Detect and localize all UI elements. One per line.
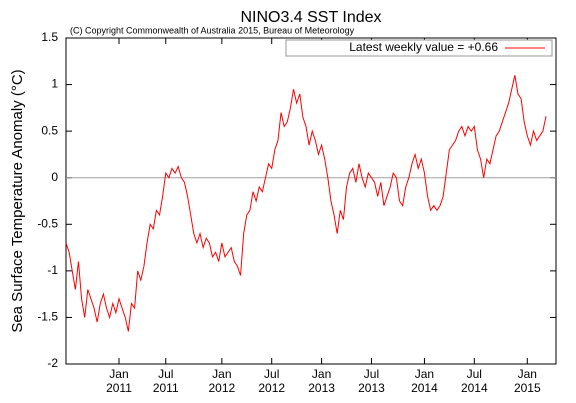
x-tick-label: Jul 2014 bbox=[460, 367, 488, 395]
copyright: (C) Copyright Commonwealth of Australia … bbox=[70, 25, 355, 35]
x-tick-label: Jan 2013 bbox=[308, 367, 335, 395]
x-tick-label: Jan 2015 bbox=[513, 367, 541, 395]
legend-label: Latest weekly value = +0.66 bbox=[349, 40, 498, 54]
x-tick-label: Jul 2011 bbox=[152, 367, 179, 395]
y-tick-label: 1 bbox=[51, 77, 58, 91]
y-tick-label: -1 bbox=[47, 263, 58, 277]
series-line bbox=[65, 75, 547, 332]
chart-title: NINO3.4 SST Index bbox=[240, 9, 381, 26]
x-tick-label: Jul 2013 bbox=[358, 367, 385, 395]
y-tick-label: -0.5 bbox=[37, 216, 58, 230]
y-tick-label: -2 bbox=[47, 356, 58, 370]
x-tick-label: Jan 2012 bbox=[208, 367, 236, 395]
y-tick-label: 0 bbox=[51, 170, 58, 184]
plot-frame bbox=[65, 37, 557, 365]
y-axis-label: Sea Surface Temperature Anomaly (°C) bbox=[9, 69, 26, 332]
y-tick-label: 0.5 bbox=[41, 123, 58, 137]
x-tick-label: Jul 2012 bbox=[258, 367, 286, 395]
x-tick-label: Jan 2011 bbox=[106, 367, 132, 395]
y-tick-label: -1.5 bbox=[37, 310, 58, 324]
y-tick-label: 1.5 bbox=[41, 30, 58, 44]
legend-box bbox=[285, 39, 553, 57]
x-tick-label: Jan 2014 bbox=[411, 367, 438, 395]
